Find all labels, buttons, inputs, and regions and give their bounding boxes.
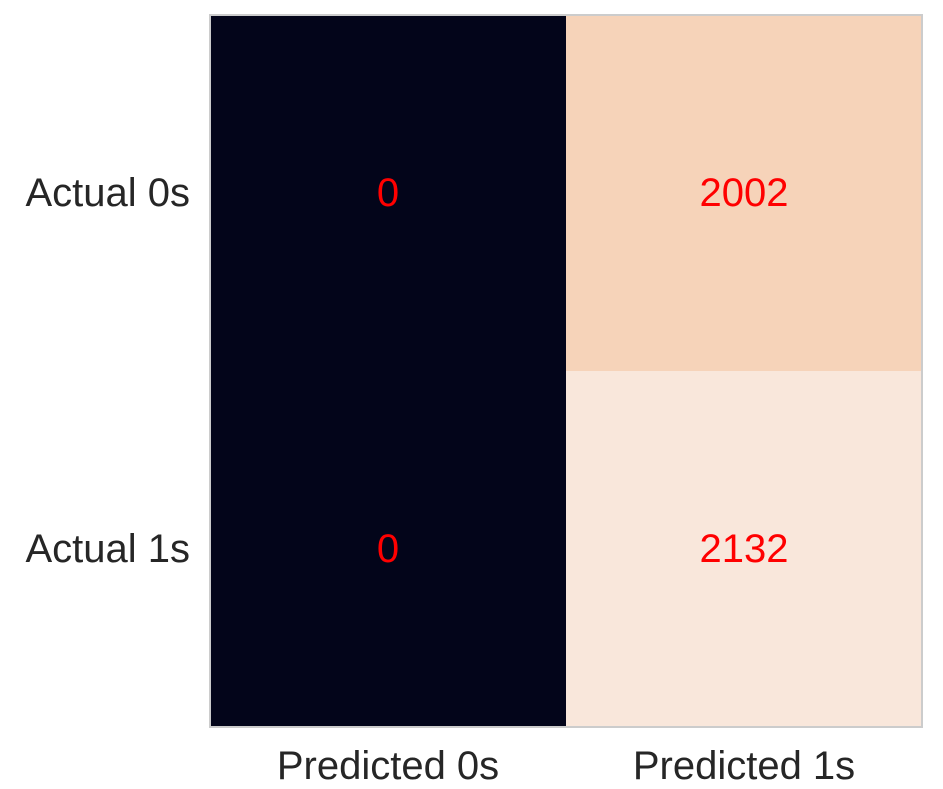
cell-value-label-r1-c0: 0 [377, 527, 399, 571]
cell-value-label-r0-c0: 0 [377, 171, 399, 215]
heatmap-cells [210, 15, 923, 728]
heatmap-cell-r0-c0 [210, 15, 567, 372]
x-axis-tick-labels: Predicted 0s Predicted 1s [277, 744, 855, 788]
plot-frame [209, 14, 923, 728]
heatmap-cell-r0-c1 [566, 15, 923, 372]
cell-value-label-r1-c1: 2132 [700, 527, 789, 571]
heatmap-cell-labels: 0 2002 0 2132 [377, 171, 789, 571]
cell-value-label-r0-c1: 2002 [700, 171, 789, 215]
y-tick-label: Actual 1s [25, 527, 190, 571]
y-tick-label: Actual 0s [25, 171, 190, 215]
x-tick-label: Predicted 1s [633, 744, 855, 788]
heatmap-cell-r1-c0 [210, 371, 567, 728]
heatmap-cell-r1-c1 [566, 371, 923, 728]
x-tick-label: Predicted 0s [277, 744, 499, 788]
y-axis-tick-labels: Actual 0s Actual 1s [25, 171, 190, 571]
